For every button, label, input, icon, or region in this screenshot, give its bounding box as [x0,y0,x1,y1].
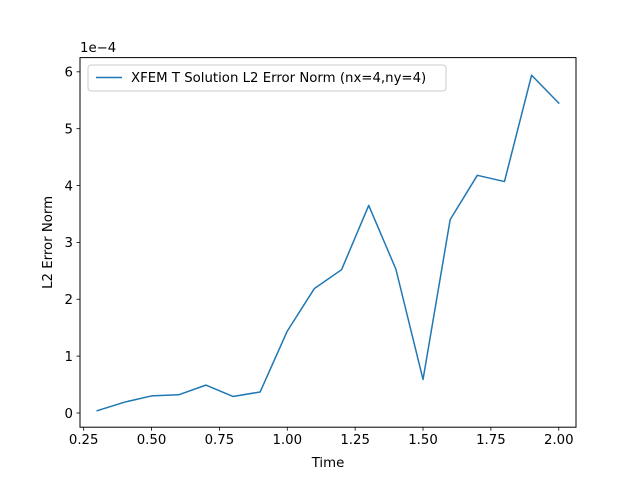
x-axis: 0.25 0.50 0.75 1.00 1.25 1.50 1.75 2.00 [69,427,574,448]
x-tick-label: 1.00 [272,433,302,448]
x-tick-label: 0.50 [137,433,167,448]
y-tick-label: 5 [65,122,73,137]
y-tick-label: 6 [65,66,73,81]
y-tick-label: 4 [65,179,73,194]
y-tick-label: 3 [65,236,73,251]
legend-frame [87,64,447,92]
y-axis: 0 1 2 3 4 5 6 [65,66,80,422]
y-tick-label: 1 [65,350,73,365]
y-tick-label: 2 [65,293,73,308]
x-tick-label: 1.75 [476,433,506,448]
y-axis-label: L2 Error Norm [41,196,56,289]
x-axis-label: Time [311,456,345,471]
x-tick-label: 0.25 [69,433,99,448]
series-line [96,74,560,412]
legend-label: XFEM T Solution L2 Error Norm (nx=4,ny=4… [131,71,426,86]
x-tick-label: 1.25 [340,433,370,448]
x-tick-label: 1.50 [408,433,438,448]
y-tick-label: 0 [65,407,73,422]
series-layer [96,74,560,412]
y-scale-label: 1e−4 [80,41,116,56]
x-tick-label: 0.75 [205,433,235,448]
legend: XFEM T Solution L2 Error Norm (nx=4,ny=4… [87,64,447,92]
x-tick-label: 2.00 [544,433,574,448]
